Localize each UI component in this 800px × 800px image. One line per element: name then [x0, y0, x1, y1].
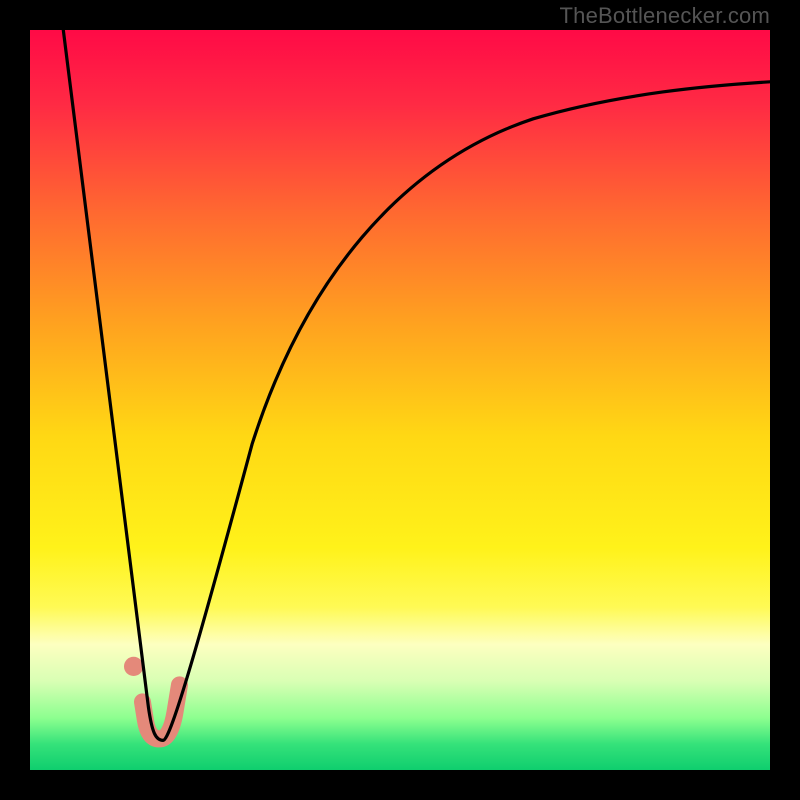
- chart-frame: TheBottlenecker.com: [0, 0, 800, 800]
- curve-layer: [30, 30, 770, 770]
- bottleneck-curve: [63, 30, 770, 740]
- plot-area: [30, 30, 770, 770]
- marker-dot: [124, 657, 143, 676]
- attribution-text: TheBottlenecker.com: [560, 3, 770, 29]
